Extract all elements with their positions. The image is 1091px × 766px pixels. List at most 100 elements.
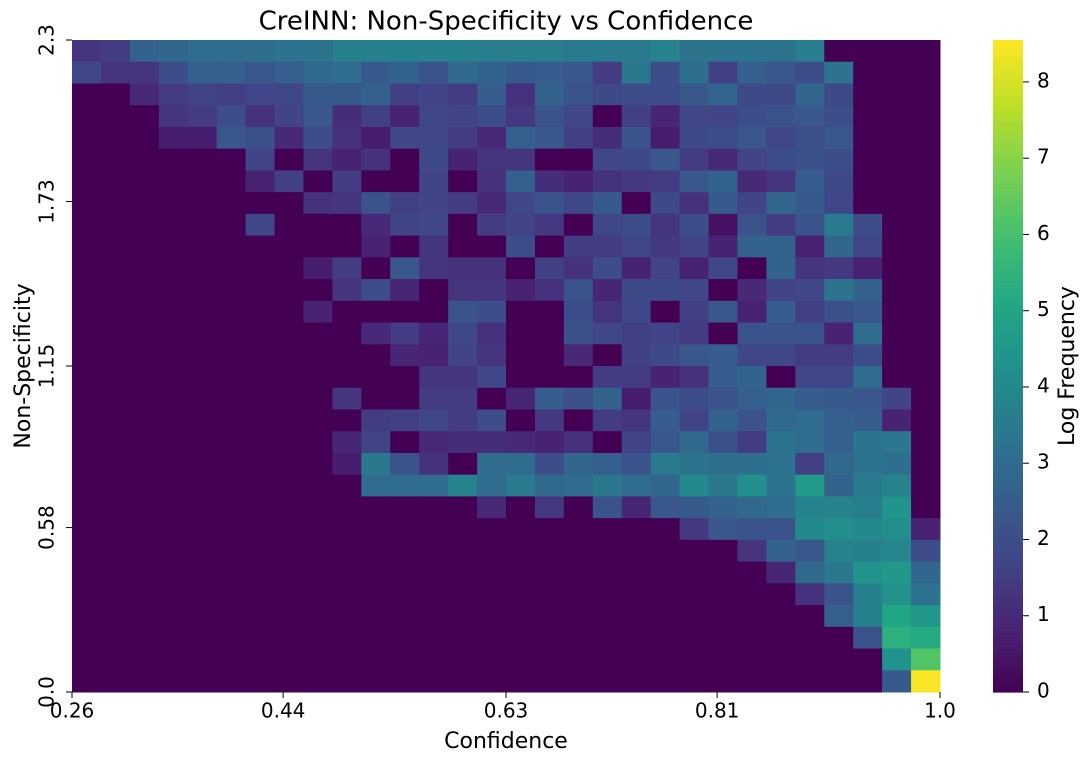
heatmap-cell [737, 518, 767, 541]
heatmap-cell [245, 474, 276, 497]
heatmap-cell [621, 213, 652, 237]
colorbar-segment [993, 656, 1023, 660]
heatmap-cell [361, 605, 391, 628]
heatmap-cell [419, 387, 449, 410]
heatmap-cell [853, 83, 883, 106]
heatmap-cell [911, 300, 941, 324]
heatmap-cell [477, 105, 507, 128]
heatmap-cell [274, 257, 304, 280]
heatmap-cell [563, 279, 594, 302]
heatmap-cell [650, 518, 681, 541]
heatmap-cell [795, 366, 825, 389]
heatmap-cell [72, 213, 102, 237]
heatmap-cell [824, 539, 854, 563]
heatmap-cell [882, 539, 912, 563]
colorbar-segment [993, 62, 1023, 67]
heatmap-cell [100, 539, 131, 563]
heatmap-cell [563, 518, 594, 541]
heatmap-cell [853, 126, 883, 150]
heatmap-cell [737, 605, 767, 628]
colorbar-segment [993, 294, 1023, 299]
heatmap-cell [419, 235, 449, 258]
heatmap-cell [506, 192, 536, 215]
heatmap-cell [534, 83, 565, 106]
heatmap-cell [650, 322, 681, 345]
colorbar-segment [993, 105, 1023, 110]
heatmap-cell [332, 257, 362, 280]
heatmap-cell [506, 300, 536, 324]
heatmap-cell [506, 452, 536, 476]
heatmap-cell [129, 474, 160, 497]
heatmap-cell [390, 213, 420, 237]
colorbar-segment [993, 134, 1023, 139]
heatmap-cell [911, 539, 941, 563]
heatmap-cell [158, 148, 189, 171]
colorbar-segment [993, 297, 1023, 302]
heatmap-cell [72, 83, 102, 106]
colorbar-segment [993, 662, 1023, 667]
colorbar-segment [993, 467, 1023, 471]
heatmap-cell [419, 366, 449, 389]
colorbar-segment [993, 577, 1023, 582]
heatmap-cell [100, 670, 131, 693]
colorbar-segment [993, 372, 1023, 377]
heatmap-cell [708, 409, 738, 432]
heatmap-cell [737, 300, 767, 324]
colorbar-segment [993, 362, 1023, 367]
colorbar-segment [993, 454, 1023, 458]
heatmap-cell [534, 496, 565, 519]
heatmap-cell [621, 561, 652, 584]
heatmap-cell [766, 192, 796, 215]
heatmap-cell [853, 61, 883, 84]
heatmap-cell [592, 170, 623, 193]
heatmap-cell [477, 561, 507, 584]
heatmap-cell [100, 192, 131, 215]
heatmap-cell [477, 670, 507, 693]
colorbar-segment [993, 463, 1023, 468]
heatmap-cell [795, 583, 825, 606]
heatmap-cell [448, 105, 478, 128]
heatmap-cell [737, 496, 767, 519]
heatmap-cell [737, 105, 767, 128]
colorbar-segment [993, 339, 1023, 344]
heatmap-cell [737, 431, 767, 454]
heatmap-cell [187, 605, 218, 628]
heatmap-cell [911, 213, 941, 237]
heatmap-cell [679, 409, 710, 432]
colorbar-segment [993, 173, 1023, 178]
heatmap-cell [679, 561, 710, 584]
heatmap-cell [563, 83, 594, 106]
heatmap-cell [158, 105, 189, 128]
heatmap-cell [187, 409, 218, 432]
heatmap-cell [737, 257, 767, 280]
heatmap-cell [824, 213, 854, 237]
heatmap-cell [506, 279, 536, 302]
heatmap-cell [534, 452, 565, 476]
heatmap-cell [911, 235, 941, 258]
colorbar-segment [993, 538, 1023, 543]
colorbar-segment [993, 639, 1023, 644]
heatmap-cell [766, 626, 796, 650]
colorbar-segment [993, 519, 1023, 524]
heatmap-cell [100, 322, 131, 345]
heatmap-cell [477, 235, 507, 258]
colorbar-segment [993, 408, 1023, 413]
colorbar-segment [993, 532, 1023, 537]
heatmap-cell [621, 670, 652, 693]
heatmap-cell [216, 83, 247, 106]
heatmap-cell [708, 648, 738, 671]
heatmap-cell [882, 148, 912, 171]
heatmap-cell [274, 583, 304, 606]
colorbar-segment [993, 418, 1023, 423]
colorbar-segment [993, 522, 1023, 527]
heatmap-cell [766, 387, 796, 410]
heatmap-cell [390, 192, 420, 215]
heatmap-cell [882, 170, 912, 193]
heatmap-cell [187, 300, 218, 324]
heatmap-cell [216, 387, 247, 410]
heatmap-cell [72, 257, 102, 280]
heatmap-cell [129, 539, 160, 563]
heatmap-cell [448, 148, 478, 171]
heatmap-cell [332, 170, 362, 193]
heatmap-cell [650, 387, 681, 410]
